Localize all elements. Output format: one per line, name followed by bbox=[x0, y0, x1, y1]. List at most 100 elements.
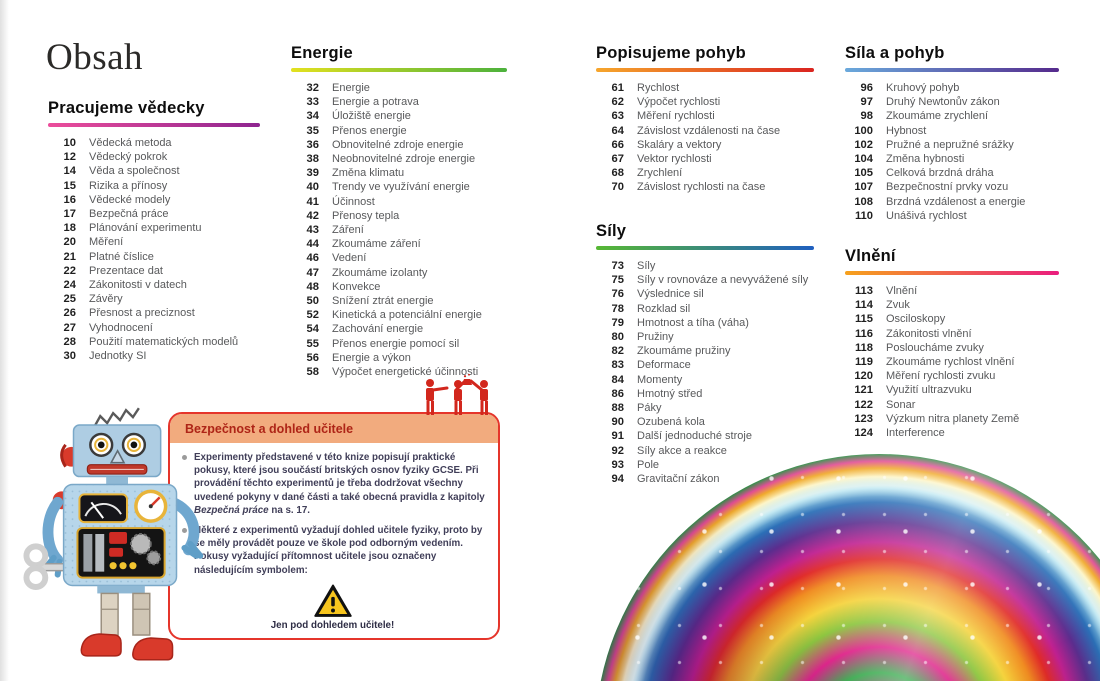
toc-entries: 113 Vlnění 114 Zvuk 115 Osciloskopy 116 Zákonit… bbox=[845, 284, 1059, 440]
toc-entry: 34 Úložiště energie bbox=[291, 109, 507, 123]
toc-entry-title: Měření rychlosti zvuku bbox=[886, 370, 996, 383]
toc-entry-title: Posloucháme zvuky bbox=[886, 341, 984, 354]
toc-entry: 90 Ozubená kola bbox=[596, 415, 814, 429]
toc-entry-page-number: 33 bbox=[306, 96, 319, 109]
toc-entry-page-number: 52 bbox=[306, 309, 319, 322]
toc-entry-page-number: 121 bbox=[854, 384, 873, 397]
toc-entry-page-number: 28 bbox=[63, 335, 76, 348]
toc-entry-title: Přenos energie pomocí sil bbox=[332, 337, 460, 350]
section-underline bbox=[291, 68, 507, 72]
toc-entry: 114 Zvuk bbox=[845, 298, 1059, 312]
toc-entry-page-number: 21 bbox=[63, 250, 76, 263]
toc-entry: 18 Plánování experimentu bbox=[48, 221, 260, 235]
toc-entry-page-number: 38 bbox=[306, 153, 319, 166]
toc-entry-page-number: 27 bbox=[63, 321, 76, 334]
toc-entry-title: Účinnost bbox=[332, 195, 375, 208]
section-underline bbox=[845, 271, 1059, 275]
toc-entry: 61 Rychlost bbox=[596, 81, 814, 95]
section-underline bbox=[845, 68, 1059, 72]
toc-entry: 96 Kruhový pohyb bbox=[845, 81, 1059, 95]
toc-entry: 21 Platné číslice bbox=[48, 250, 260, 264]
toc-entry: 118 Posloucháme zvuky bbox=[845, 341, 1059, 355]
toc-entry-title: Hmotný střed bbox=[637, 387, 703, 400]
toc-entry-title: Závislost vzdálenosti na čase bbox=[637, 124, 781, 137]
toc-entry-page-number: 114 bbox=[854, 299, 873, 312]
toc-entry: 46 Vedení bbox=[291, 251, 507, 265]
toc-entry: 93 Pole bbox=[596, 458, 814, 472]
toc-entry-page-number: 35 bbox=[306, 124, 319, 137]
toc-entries: 73 Síly 75 Síly v rovnováze a nevyvážené sí… bbox=[596, 259, 814, 486]
toc-entry-page-number: 39 bbox=[306, 167, 319, 180]
toc-entry: 35 Přenos energie bbox=[291, 124, 507, 138]
toc-entry-page-number: 110 bbox=[854, 209, 873, 222]
toc-entry: 30 Jednotky SI bbox=[48, 349, 260, 363]
toc-entry-page-number: 120 bbox=[854, 370, 873, 383]
toc-entry-page-number: 63 bbox=[611, 110, 624, 123]
toc-entry: 83 Deformace bbox=[596, 358, 814, 372]
toc-entry-title: Osciloskopy bbox=[886, 313, 946, 326]
toc-entry: 120 Měření rychlosti zvuku bbox=[845, 369, 1059, 383]
toc-entry-page-number: 93 bbox=[611, 458, 624, 471]
toc-entry-title: Výzkum nitra planety Země bbox=[886, 412, 1020, 425]
toc-entry: 110 Unášivá rychlost bbox=[845, 209, 1059, 223]
toc-entry-page-number: 104 bbox=[854, 153, 873, 166]
toc-entry-title: Vědecká metoda bbox=[89, 137, 172, 149]
toc-entry-page-number: 116 bbox=[854, 327, 873, 340]
toc-entry-page-number: 54 bbox=[306, 323, 319, 336]
toc-entry: 122 Sonar bbox=[845, 398, 1059, 412]
scientists-pictogram-icon bbox=[426, 374, 488, 415]
toc-entry-title: Měření bbox=[89, 236, 124, 249]
toc-entry-title: Páky bbox=[637, 402, 662, 415]
toc-entry-page-number: 43 bbox=[306, 224, 319, 237]
toc-entry-page-number: 66 bbox=[611, 138, 624, 151]
toc-entry: 88 Páky bbox=[596, 401, 814, 415]
toc-entry-title: Síly bbox=[637, 260, 656, 272]
toc-entry-title: Přenos energie bbox=[332, 124, 407, 137]
toc-entry-title: Zkoumáme izolanty bbox=[332, 266, 428, 279]
safety-bullet-1: Experimenty představené v této knize pop… bbox=[180, 451, 485, 517]
toc-entry-page-number: 107 bbox=[854, 181, 873, 194]
toc-entry: 79 Hmotnost a tíha (váha) bbox=[596, 316, 814, 330]
section-underline bbox=[48, 123, 260, 127]
toc-entry: 124 Interference bbox=[845, 426, 1059, 440]
toc-entry-page-number: 113 bbox=[854, 285, 873, 297]
toc-entry-title: Gravitační zákon bbox=[637, 473, 720, 486]
toc-section-popisujeme-pohyb: Popisujeme pohyb 61 Rychlost 62 Výpočet ryc… bbox=[596, 44, 814, 195]
toc-entry-page-number: 79 bbox=[611, 316, 624, 329]
toc-entry-title: Síly v rovnováze a nevyvážené síly bbox=[637, 274, 809, 287]
toc-entry-title: Zkoumáme rychlost vlnění bbox=[886, 356, 1015, 369]
toc-entry-page-number: 80 bbox=[611, 331, 624, 344]
toc-entry-title: Zrychlení bbox=[637, 167, 683, 180]
safety-box-title: Bezpečnost a dohled učitele bbox=[185, 421, 354, 436]
toc-entry: 73 Síly bbox=[596, 259, 814, 273]
toc-entry-page-number: 36 bbox=[306, 138, 319, 151]
toc-entry-title: Bezpečnostní prvky vozu bbox=[886, 181, 1009, 194]
toc-entry: 41 Účinnost bbox=[291, 195, 507, 209]
toc-entry-page-number: 44 bbox=[306, 238, 319, 251]
toc-entry-page-number: 10 bbox=[63, 137, 76, 149]
section-title: Energie bbox=[291, 44, 353, 62]
tin-robot-photo bbox=[23, 407, 204, 661]
toc-entry-title: Zkoumáme záření bbox=[332, 238, 421, 251]
toc-entry-title: Hybnost bbox=[886, 124, 927, 137]
toc-entry-page-number: 86 bbox=[611, 387, 624, 400]
toc-entry-title: Síly akce a reakce bbox=[637, 444, 727, 457]
toc-entry-page-number: 100 bbox=[854, 124, 873, 137]
toc-entry-title: Neobnovitelné zdroje energie bbox=[332, 153, 476, 166]
toc-entry: 10 Vědecká metoda bbox=[48, 136, 260, 150]
toc-entry-title: Celková brzdná dráha bbox=[886, 167, 994, 180]
toc-entry-title: Obnovitelné zdroje energie bbox=[332, 138, 464, 151]
toc-entry-title: Prezentace dat bbox=[89, 264, 163, 277]
toc-entry: 104 Změna hybnosti bbox=[845, 152, 1059, 166]
toc-entry-page-number: 123 bbox=[854, 412, 873, 425]
toc-entry: 121 Využití ultrazvuku bbox=[845, 383, 1059, 397]
toc-entry-title: Skaláry a vektory bbox=[637, 138, 722, 151]
warning-caption: Jen pod dohledem učitele! bbox=[270, 619, 395, 631]
toc-entry-title: Věda a společnost bbox=[89, 165, 180, 178]
toc-entry-page-number: 97 bbox=[860, 96, 873, 109]
toc-entry-title: Změna klimatu bbox=[332, 167, 405, 180]
safety-notice-box: Bezpečnost a dohled učitele Experimenty … bbox=[168, 412, 500, 640]
toc-entry-title: Měření rychlosti bbox=[637, 110, 715, 123]
toc-entry: 98 Zkoumáme zrychlení bbox=[845, 109, 1059, 123]
toc-entry: 43 Záření bbox=[291, 223, 507, 237]
